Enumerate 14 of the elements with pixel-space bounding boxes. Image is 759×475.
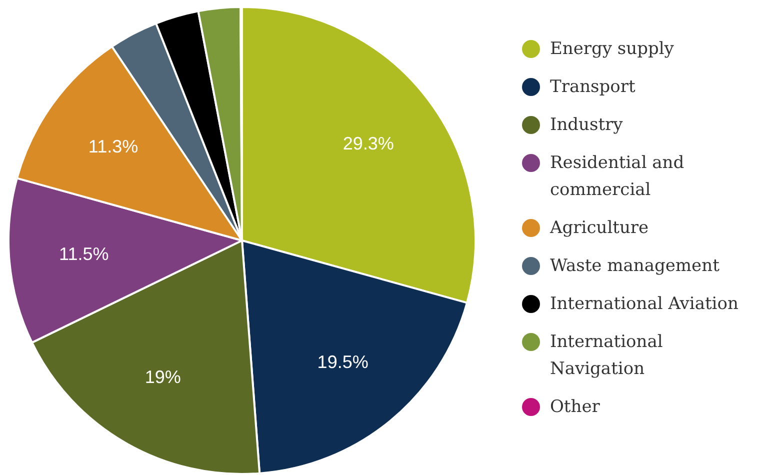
- legend-label: Other: [550, 396, 600, 419]
- data-label: 11.3%: [88, 136, 138, 157]
- legend-label: International Navigation: [550, 331, 664, 381]
- legend-label: International Aviation: [550, 293, 738, 316]
- data-label: 19.5%: [317, 352, 368, 372]
- legend-label: Industry: [550, 114, 623, 137]
- data-label: 19%: [144, 367, 181, 388]
- legend-label: Waste management: [550, 255, 720, 278]
- legend-label: Residential and commercial: [550, 152, 686, 202]
- legend-label: Energy supply: [550, 38, 674, 61]
- legend-label: Agriculture: [550, 217, 649, 240]
- legend-label: Transport: [550, 76, 636, 99]
- data-label: 29.3%: [342, 133, 394, 154]
- data-label: 11.5%: [59, 244, 109, 264]
